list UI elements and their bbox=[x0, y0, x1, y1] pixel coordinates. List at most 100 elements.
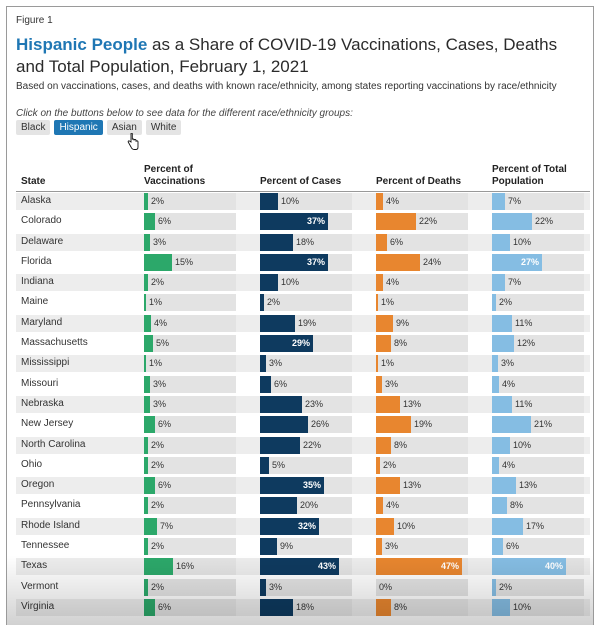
population-value-label: 17% bbox=[526, 520, 545, 531]
deaths-bar bbox=[376, 193, 383, 210]
title-highlight: Hispanic People bbox=[16, 35, 148, 54]
figure-label: Figure 1 bbox=[16, 15, 53, 26]
cases-value-label: 5% bbox=[272, 459, 286, 470]
population-track bbox=[492, 598, 584, 616]
cases-value-label: 35% bbox=[303, 480, 322, 491]
cases-track bbox=[260, 375, 352, 393]
vaccinations-track bbox=[144, 294, 236, 312]
vaccinations-value-label: 6% bbox=[158, 419, 172, 430]
vaccinations-value-label: 3% bbox=[153, 398, 167, 409]
population-value-label: 12% bbox=[517, 338, 536, 349]
population-bar bbox=[492, 477, 516, 495]
vaccinations-track bbox=[144, 213, 236, 231]
hispanic-button[interactable]: Hispanic bbox=[54, 120, 103, 135]
vaccinations-bar bbox=[144, 274, 148, 292]
vaccinations-bar bbox=[144, 355, 146, 373]
vaccinations-bar bbox=[144, 213, 155, 231]
vaccinations-value-label: 16% bbox=[176, 561, 195, 572]
table-row: Nebraska 3% 23% 13% 11% bbox=[16, 395, 590, 415]
cases-value-label: 22% bbox=[303, 439, 322, 450]
vaccinations-track bbox=[144, 335, 236, 353]
deaths-value-label: 19% bbox=[414, 419, 433, 430]
black-button[interactable]: Black bbox=[16, 120, 51, 135]
vaccinations-bar bbox=[144, 294, 146, 312]
vaccinations-track bbox=[144, 538, 236, 556]
cases-value-label: 10% bbox=[281, 196, 300, 206]
deaths-value-label: 3% bbox=[385, 541, 399, 552]
cases-value-label: 29% bbox=[292, 338, 311, 349]
vaccinations-bar bbox=[144, 598, 155, 616]
title-rest: as a Share of COVID-19 Vaccinations, Cas… bbox=[16, 35, 558, 76]
cases-value-label: 3% bbox=[269, 581, 283, 592]
table-row: Delaware 3% 18% 6% 10% bbox=[16, 233, 590, 253]
population-bar bbox=[492, 436, 510, 454]
cases-bar bbox=[260, 517, 319, 535]
deaths-value-label: 4% bbox=[386, 277, 400, 288]
vaccinations-bar bbox=[144, 558, 173, 576]
population-bar bbox=[492, 578, 496, 596]
deaths-value-label: 9% bbox=[396, 317, 410, 328]
deaths-bar bbox=[376, 558, 462, 576]
state-label: Texas bbox=[21, 560, 48, 572]
deaths-bar bbox=[376, 517, 394, 535]
cases-value-label: 19% bbox=[298, 317, 317, 328]
vaccinations-value-label: 2% bbox=[151, 439, 165, 450]
table-row: Pennsylvania 2% 20% 4% 8% bbox=[16, 496, 590, 516]
vaccinations-value-label: 1% bbox=[149, 297, 163, 308]
state-label: Massachusetts bbox=[21, 337, 88, 349]
cases-value-label: 37% bbox=[307, 256, 326, 267]
deaths-value-label: 8% bbox=[394, 338, 408, 349]
table-row: North Carolina 2% 22% 8% 10% bbox=[16, 436, 590, 456]
vaccinations-track bbox=[144, 497, 236, 515]
cases-bar bbox=[260, 436, 300, 454]
state-label: Vermont bbox=[21, 580, 59, 592]
deaths-value-label: 13% bbox=[403, 398, 422, 409]
population-track bbox=[492, 436, 584, 454]
population-value-label: 40% bbox=[545, 561, 564, 572]
table-row: Rhode Island 7% 32% 10% 17% bbox=[16, 517, 590, 537]
deaths-bar bbox=[376, 456, 380, 474]
population-bar bbox=[492, 517, 523, 535]
white-button[interactable]: White bbox=[145, 120, 182, 135]
vaccinations-track bbox=[144, 436, 236, 454]
hand-cursor-icon bbox=[127, 133, 139, 150]
cases-bar bbox=[260, 497, 297, 515]
table-row: Florida 15% 37% 24% 27% bbox=[16, 253, 590, 273]
table-row: Alaska 2% 10% 4% 7% bbox=[16, 192, 590, 212]
cases-track bbox=[260, 578, 352, 596]
population-track bbox=[492, 233, 584, 251]
cases-bar bbox=[260, 253, 328, 271]
cases-track bbox=[260, 193, 352, 210]
deaths-track bbox=[376, 233, 468, 251]
vaccinations-track bbox=[144, 375, 236, 393]
deaths-track bbox=[376, 355, 468, 373]
state-label: Pennsylvania bbox=[21, 499, 81, 511]
deaths-track bbox=[376, 436, 468, 454]
asian-button[interactable]: Asian bbox=[106, 120, 142, 135]
cases-value-label: 20% bbox=[300, 500, 319, 511]
vaccinations-bar bbox=[144, 375, 150, 393]
population-value-label: 4% bbox=[502, 459, 516, 470]
vaccinations-track bbox=[144, 314, 236, 332]
population-bar bbox=[492, 294, 496, 312]
deaths-track bbox=[376, 375, 468, 393]
deaths-value-label: 22% bbox=[419, 216, 438, 227]
cases-value-label: 26% bbox=[311, 419, 330, 430]
vaccinations-value-label: 2% bbox=[151, 541, 165, 552]
vaccinations-track bbox=[144, 416, 236, 434]
vaccinations-value-label: 2% bbox=[151, 196, 165, 206]
state-label: Nebraska bbox=[21, 397, 64, 409]
cases-track bbox=[260, 355, 352, 373]
cases-bar bbox=[260, 355, 266, 373]
table-body: Alaska 2% 10% 4% 7% Colorado 6% 37% 22% 22% Delawa… bbox=[16, 192, 590, 618]
cases-value-label: 37% bbox=[307, 216, 326, 227]
table-row: Maryland 4% 19% 9% 11% bbox=[16, 314, 590, 334]
deaths-track bbox=[376, 314, 468, 332]
deaths-value-label: 13% bbox=[403, 480, 422, 491]
state-label: Colorado bbox=[21, 215, 62, 227]
group-button-bar: Black Hispanic Asian White bbox=[16, 120, 182, 135]
table-row: Massachusetts 5% 29% 8% 12% bbox=[16, 334, 590, 354]
cases-bar bbox=[260, 375, 271, 393]
population-track bbox=[492, 456, 584, 474]
population-value-label: 10% bbox=[513, 236, 532, 247]
